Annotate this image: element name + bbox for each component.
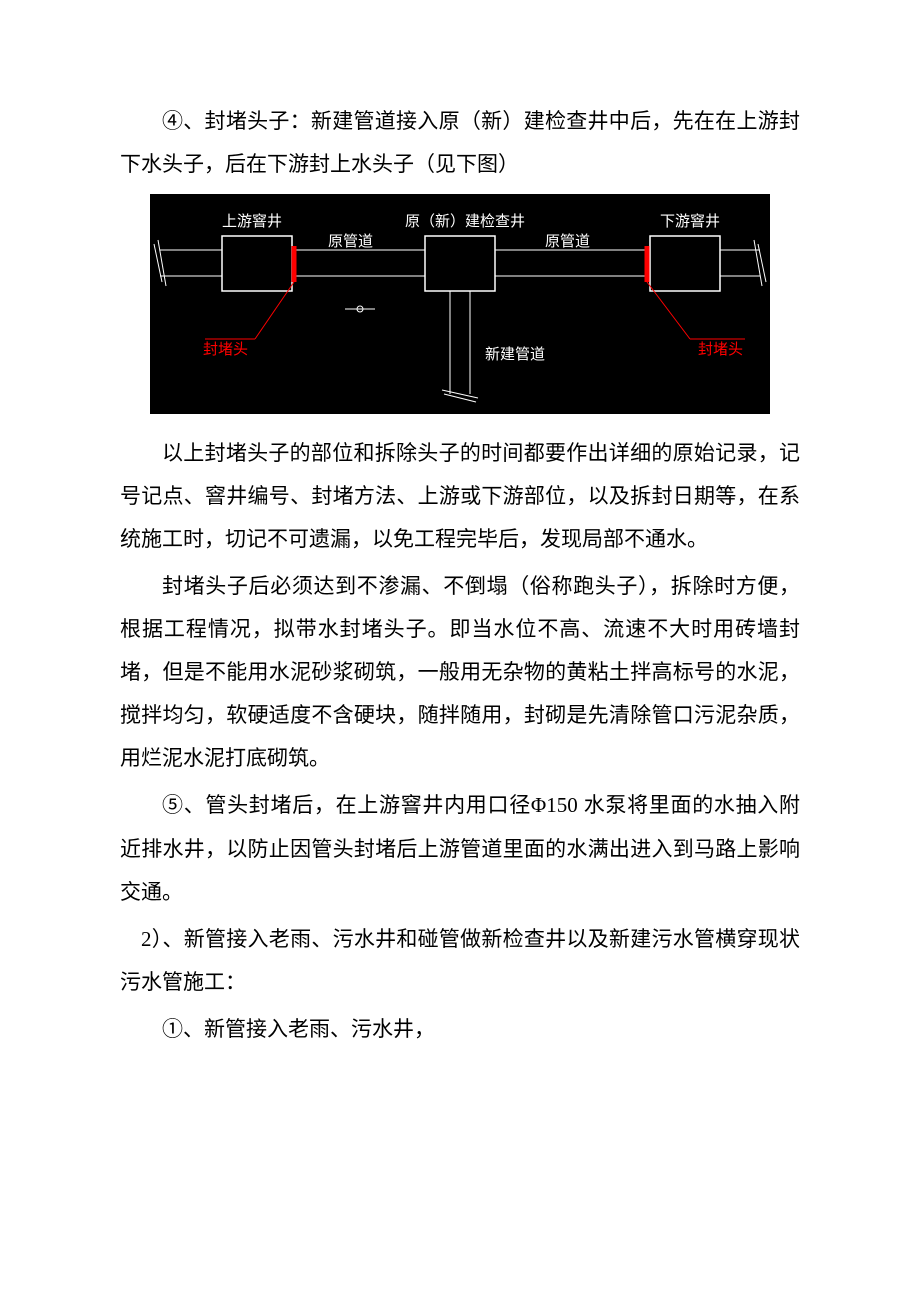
paragraph-method: 封堵头子后必须达到不渗漏、不倒塌（俗称跑头子），拆除时方便，根据工程情况，拟带水…	[120, 565, 800, 780]
diagram-svg: 上游窨井 原（新）建检查井 下游窨井 原管道 原管道 新建管道 封堵头 封堵头	[150, 194, 770, 414]
upstream-well-box	[222, 236, 292, 291]
paragraph-4: ④、封堵头子：新建管道接入原（新）建检查井中后，先在在上游封下水头子，后在下游封…	[120, 100, 800, 186]
label-new-pipe: 新建管道	[485, 346, 545, 363]
paragraph-record: 以上封堵头子的部位和拆除头子的时间都要作出详细的原始记录，记号记点、窨井编号、封…	[120, 432, 800, 561]
paragraph-sub1: ①、新管接入老雨、污水井，	[120, 1008, 800, 1051]
label-original-pipe-2: 原管道	[545, 233, 590, 250]
label-plug-right: 封堵头	[698, 341, 743, 358]
label-upstream-well: 上游窨井	[222, 212, 282, 230]
label-downstream-well: 下游窨井	[660, 212, 720, 230]
label-plug-left: 封堵头	[203, 341, 248, 358]
label-original-pipe-1: 原管道	[328, 233, 373, 250]
downstream-well-box	[650, 236, 720, 291]
paragraph-5: ⑤、管头封堵后，在上游窨井内用口径Φ150 水泵将里面的水抽入附近排水井，以防止…	[120, 784, 800, 913]
paragraph-section2: 2）、新管接入老雨、污水井和碰管做新检查井以及新建污水管横穿现状污水管施工：	[120, 918, 800, 1004]
label-center-well: 原（新）建检查井	[405, 213, 525, 230]
pipe-diagram: 上游窨井 原（新）建检查井 下游窨井 原管道 原管道 新建管道 封堵头 封堵头	[150, 194, 770, 414]
center-well-box	[425, 236, 495, 291]
